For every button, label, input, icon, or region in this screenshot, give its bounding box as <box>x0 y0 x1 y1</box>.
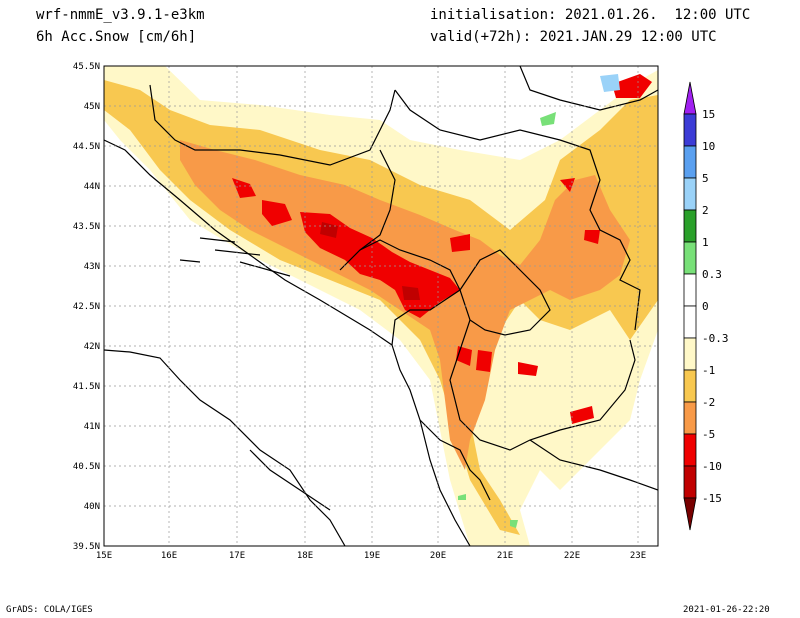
colorbar-labels: 15 10 5 2 1 0.3 0 -0.3 -1 -2 -5 -10 -15 <box>702 108 729 505</box>
border-romania-bulgaria <box>519 66 658 111</box>
colorbar-label: 0 <box>702 300 709 313</box>
colorbar-label: -5 <box>702 428 715 441</box>
croatian-islands <box>179 237 291 277</box>
colorbar-label: -15 <box>702 492 722 505</box>
lat-label: 44.5N <box>73 142 100 152</box>
valid-time: valid(+72h): 2021.JAN.29 12:00 UTC <box>430 29 717 45</box>
colorbar-label: -0.3 <box>702 332 729 345</box>
lon-label: 23E <box>630 551 646 561</box>
colorbar-swatch <box>683 369 697 403</box>
colorbar <box>683 81 697 531</box>
colorbar-label: 10 <box>702 140 715 153</box>
graticule <box>104 66 658 546</box>
border-greece-north <box>529 439 658 491</box>
lon-label: 15E <box>96 551 112 561</box>
lat-label: 43N <box>84 262 100 272</box>
lat-label: 43.5N <box>73 222 100 232</box>
colorbar-bottom-arrow <box>683 497 697 531</box>
lat-label: 41N <box>84 422 100 432</box>
lat-label: 45N <box>84 102 100 112</box>
lat-axis: 45.5N 45N 44.5N 44N 43.5N 43N 42.5N 42N … <box>73 62 100 552</box>
border-kosovo <box>459 249 551 336</box>
lat-label: 41.5N <box>73 382 100 392</box>
lon-label: 22E <box>564 551 580 561</box>
border-albania-greece <box>419 419 491 501</box>
colorbar-swatch <box>683 337 697 371</box>
colorbar-swatch <box>683 433 697 467</box>
colorbar-swatch <box>683 145 697 179</box>
colorbar-swatch <box>683 241 697 275</box>
colorbar-swatch <box>683 209 697 243</box>
lat-label: 45.5N <box>73 62 100 72</box>
colorbar-label: 5 <box>702 172 709 185</box>
colorbar-label: 2 <box>702 204 709 217</box>
colorbar-label: -2 <box>702 396 715 409</box>
lon-label: 20E <box>430 551 446 561</box>
colorbar-swatch <box>683 273 697 307</box>
lon-label: 21E <box>497 551 513 561</box>
lon-axis: 15E 16E 17E 18E 19E 20E 21E 22E 23E <box>96 551 646 561</box>
colorbar-label: 0.3 <box>702 268 722 281</box>
timestamp-label: 2021-01-26-22:20 <box>683 605 770 615</box>
italy-coast <box>104 349 346 546</box>
colorbar-swatch <box>683 305 697 339</box>
colorbar-label: 15 <box>702 108 715 121</box>
lon-label: 17E <box>229 551 245 561</box>
lat-label: 40N <box>84 502 100 512</box>
init-time: initialisation: 2021.01.26. 12:00 UTC <box>430 7 751 23</box>
map-frame <box>103 65 659 547</box>
lat-label: 40.5N <box>73 462 100 472</box>
colorbar-swatch <box>683 401 697 435</box>
adriatic-east-coast <box>104 139 471 546</box>
colorbar-label: -10 <box>702 460 722 473</box>
lat-label: 42N <box>84 342 100 352</box>
colorbar-top-arrow <box>683 81 697 115</box>
colorbar-swatch <box>683 465 697 499</box>
border-croatia-bosnia <box>149 84 396 166</box>
lon-label: 16E <box>161 551 177 561</box>
lat-label: 44N <box>84 182 100 192</box>
colorbar-label: 1 <box>702 236 709 249</box>
snow-band-positive <box>600 74 620 92</box>
model-title: wrf-nmmE_v3.9.1-e3km <box>36 7 205 23</box>
variable-title: 6h Acc.Snow [cm/6h] <box>36 29 197 45</box>
italy-heel <box>249 449 331 511</box>
colorbar-swatch <box>683 113 697 147</box>
border-serbia-east <box>394 89 641 331</box>
coastlines-borders <box>104 66 658 546</box>
colorbar-label: -1 <box>702 364 715 377</box>
colorbar-swatch <box>683 177 697 211</box>
border-bosnia-serbia <box>339 149 396 271</box>
credit-label: GrADS: COLA/IGES <box>6 605 93 615</box>
snow-band-darkred <box>320 222 420 300</box>
lon-label: 18E <box>297 551 313 561</box>
lat-label: 42.5N <box>73 302 100 312</box>
lat-label: 39.5N <box>73 542 100 552</box>
snow-field <box>104 66 658 546</box>
lon-label: 19E <box>364 551 380 561</box>
border-albania-macedonia <box>449 319 636 451</box>
